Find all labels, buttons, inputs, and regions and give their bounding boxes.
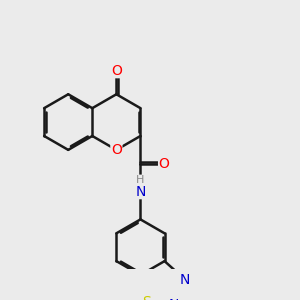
Text: O: O xyxy=(111,143,122,157)
Text: S: S xyxy=(142,295,151,300)
Text: N: N xyxy=(180,273,190,287)
Text: H: H xyxy=(136,175,145,185)
Text: O: O xyxy=(111,64,122,78)
Text: N: N xyxy=(169,298,179,300)
Text: O: O xyxy=(159,157,170,171)
Text: N: N xyxy=(135,184,146,199)
